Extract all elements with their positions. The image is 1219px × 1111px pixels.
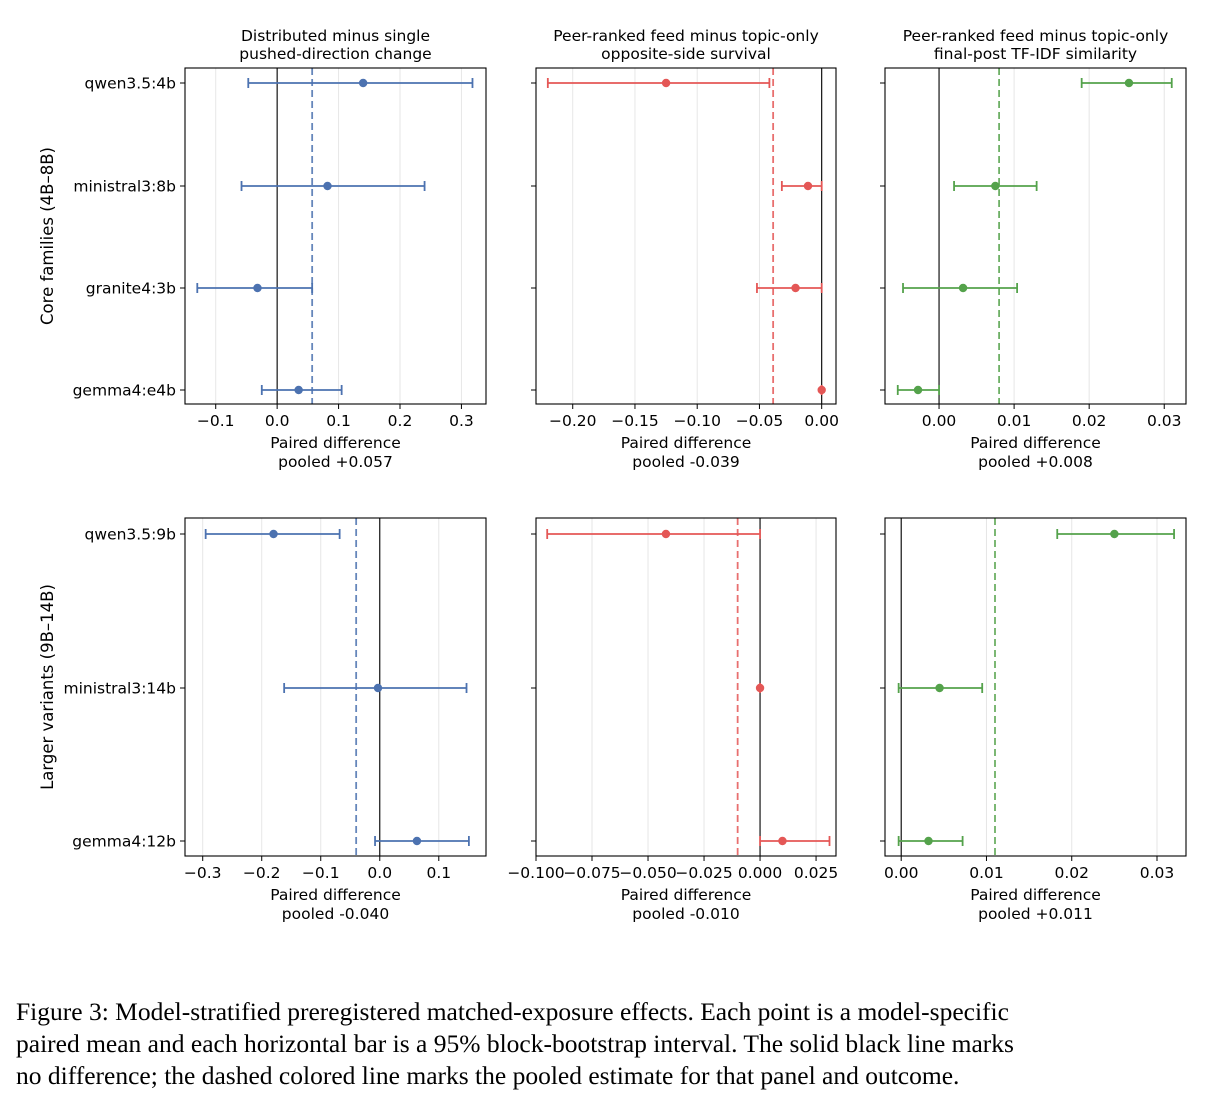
x-tick-label: −0.15 bbox=[611, 412, 659, 430]
y-tick-label: qwen3.5:4b bbox=[85, 75, 176, 93]
x-tick-label: −0.050 bbox=[619, 864, 676, 882]
point-granite4:3b bbox=[958, 283, 968, 293]
caption-line: Figure 3: Model-stratified preregistered… bbox=[16, 997, 1009, 1026]
panel-1-1: −0.1 0.0 0.1 0.2 0.3 qwen3.5:4b ministral3:8b g… bbox=[73, 27, 487, 471]
x-tick-label: 0.0 bbox=[265, 412, 290, 430]
panel-1-2: −0.20 −0.15 −0.10 −0.05 0.00 Paired differenc… bbox=[531, 27, 839, 471]
x-tick-label: 0.01 bbox=[969, 864, 1004, 882]
x-tick-label: −0.075 bbox=[563, 864, 620, 882]
x-tick-label: 0.1 bbox=[326, 412, 351, 430]
panel-title: Peer-ranked feed minus topic-only bbox=[553, 27, 819, 45]
panel-title: pushed-direction change bbox=[239, 45, 431, 63]
row-y-axis-label: Larger variants (9B–14B) bbox=[38, 584, 57, 790]
plot-frame bbox=[535, 517, 837, 857]
x-tick-label: −0.100 bbox=[507, 864, 564, 882]
x-axis-label: Paired difference bbox=[621, 886, 752, 904]
plot-frame bbox=[184, 67, 487, 405]
y-tick-label: gemma4:e4b bbox=[73, 382, 176, 400]
x-tick-label: 0.03 bbox=[1147, 412, 1182, 430]
x-tick-label: 0.00 bbox=[804, 412, 839, 430]
caption-line: no difference; the dashed colored line m… bbox=[16, 1061, 960, 1090]
x-tick-label: 0.00 bbox=[884, 864, 919, 882]
point-ministral3:8b bbox=[803, 181, 813, 191]
x-tick-label: 0.01 bbox=[997, 412, 1032, 430]
x-tick-label: −0.20 bbox=[549, 412, 597, 430]
panel-title: opposite-side survival bbox=[601, 45, 771, 63]
x-tick-label: 0.025 bbox=[794, 864, 838, 882]
point-qwen3.5:4b bbox=[1124, 78, 1134, 88]
y-tick-label: ministral3:14b bbox=[63, 680, 176, 698]
y-tick-label: qwen3.5:9b bbox=[85, 526, 176, 544]
point-gemma4:e4b bbox=[913, 385, 923, 395]
x-tick-label: −0.05 bbox=[736, 412, 784, 430]
panel-2-1: −0.3 −0.2 −0.1 0.0 0.1 qwen3.5:9b ministral3:1… bbox=[63, 517, 487, 923]
point-granite4:3b bbox=[253, 283, 262, 293]
x-tick-label: 0.3 bbox=[449, 412, 474, 430]
point-gemma4:12b bbox=[924, 836, 933, 846]
x-tick-label: 0.02 bbox=[1072, 412, 1107, 430]
plot-frame bbox=[884, 67, 1187, 405]
panel-1-3: 0.00 0.01 0.02 0.03 Paired differencepooled … bbox=[880, 27, 1187, 471]
x-axis-label: Paired difference bbox=[270, 434, 401, 452]
point-qwen3.5:9b bbox=[269, 529, 278, 539]
x-tick-label: −0.3 bbox=[184, 864, 222, 882]
y-tick-label: granite4:3b bbox=[86, 280, 176, 298]
x-tick-label: 0.03 bbox=[1140, 864, 1175, 882]
pooled-label: pooled -0.039 bbox=[632, 453, 739, 471]
x-tick-label: 0.02 bbox=[1054, 864, 1089, 882]
point-qwen3.5:9b bbox=[1110, 529, 1119, 539]
row-y-axis-label: Core families (4B–8B) bbox=[38, 147, 57, 325]
point-qwen3.5:4b bbox=[661, 78, 671, 88]
x-tick-label: 0.00 bbox=[922, 412, 957, 430]
panel-2-3: 0.00 0.01 0.02 0.03 Paired differencepooled … bbox=[880, 517, 1187, 923]
x-tick-label: −0.1 bbox=[197, 412, 235, 430]
y-tick-label: gemma4:12b bbox=[72, 833, 176, 851]
point-qwen3.5:4b bbox=[358, 78, 368, 88]
plot-frame bbox=[535, 67, 837, 405]
figure-caption: Figure 3: Model-stratified preregistered… bbox=[16, 996, 1206, 1092]
point-granite4:3b bbox=[791, 283, 800, 293]
pooled-label: pooled -0.010 bbox=[632, 905, 739, 923]
point-ministral3:14b bbox=[935, 683, 944, 693]
point-ministral3:14b bbox=[373, 683, 383, 693]
point-gemma4:e4b bbox=[294, 385, 303, 395]
y-tick-label: ministral3:8b bbox=[73, 178, 176, 196]
x-tick-label: 0.0 bbox=[367, 864, 392, 882]
panel-title: Peer-ranked feed minus topic-only bbox=[903, 27, 1169, 45]
point-ministral3:8b bbox=[323, 181, 332, 191]
x-tick-label: 0.000 bbox=[738, 864, 782, 882]
pooled-label: pooled +0.008 bbox=[978, 453, 1093, 471]
x-axis-label: Paired difference bbox=[970, 886, 1101, 904]
panel-title: Distributed minus single bbox=[241, 27, 430, 45]
point-ministral3:8b bbox=[991, 181, 1000, 191]
x-axis-label: Paired difference bbox=[621, 434, 752, 452]
pooled-label: pooled -0.040 bbox=[282, 905, 389, 923]
point-gemma4:12b bbox=[778, 836, 787, 846]
x-tick-label: −0.025 bbox=[675, 864, 732, 882]
point-qwen3.5:9b bbox=[661, 529, 671, 539]
panel-2-2: −0.100−0.075−0.050−0.025 0.000 0.025 Paired… bbox=[507, 517, 838, 923]
plot-frame bbox=[884, 517, 1187, 857]
plot-frame bbox=[184, 517, 487, 857]
x-axis-label: Paired difference bbox=[970, 434, 1101, 452]
point-ministral3:14b bbox=[755, 683, 765, 693]
x-tick-label: 0.2 bbox=[388, 412, 413, 430]
figure: −0.1 0.0 0.1 0.2 0.3 qwen3.5:4b ministral3:8b g… bbox=[38, 27, 1187, 923]
pooled-label: pooled +0.057 bbox=[278, 453, 393, 471]
x-tick-label: −0.2 bbox=[243, 864, 281, 882]
x-tick-label: −0.10 bbox=[673, 412, 721, 430]
point-gemma4:12b bbox=[412, 836, 422, 846]
x-tick-label: −0.1 bbox=[302, 864, 340, 882]
caption-line: paired mean and each horizontal bar is a… bbox=[16, 1029, 1014, 1058]
x-axis-label: Paired difference bbox=[270, 886, 401, 904]
pooled-label: pooled +0.011 bbox=[978, 905, 1093, 923]
x-tick-label: 0.1 bbox=[426, 864, 451, 882]
panel-title: final-post TF-IDF similarity bbox=[934, 45, 1137, 63]
point-gemma4:e4b bbox=[817, 385, 826, 395]
